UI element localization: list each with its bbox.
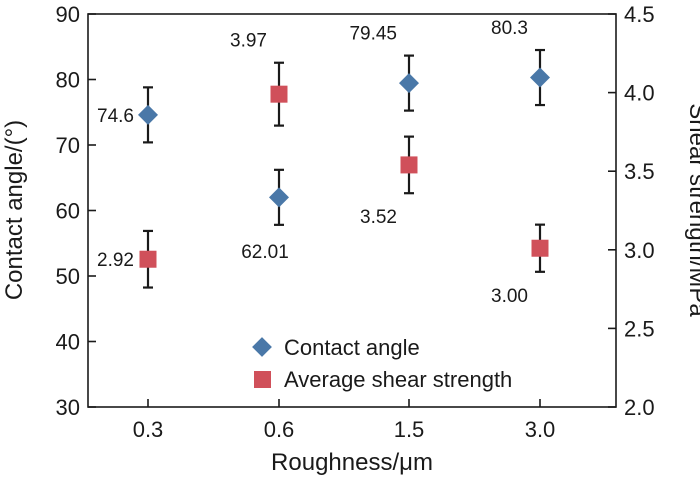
contact-angle-point [530, 67, 550, 88]
y-left-tick-label: 70 [56, 133, 80, 158]
data-label: 3.52 [360, 207, 397, 228]
y-right-tick-label: 3.5 [624, 159, 655, 184]
data-label: 62.01 [241, 242, 289, 263]
y-right-tick-label: 4.5 [624, 2, 655, 27]
data-label: 79.45 [349, 24, 397, 45]
contact-angle-point [269, 187, 289, 208]
data-label: 2.92 [97, 250, 134, 271]
legend-marker-contact-angle [252, 337, 272, 357]
x-tick-label: 0.6 [264, 417, 295, 442]
data-label: 74.6 [97, 106, 134, 127]
shear-strength-point [531, 239, 549, 257]
y-left-tick-label: 60 [56, 199, 80, 224]
y-left-tick-label: 50 [56, 264, 80, 289]
x-tick-label: 1.5 [394, 417, 425, 442]
x-tick-label: 0.3 [133, 417, 164, 442]
y-left-tick-label: 90 [56, 2, 80, 27]
y-left-tick-label: 80 [56, 68, 80, 93]
data-label: 3.97 [230, 31, 267, 52]
y-left-tick-label: 40 [56, 330, 80, 355]
y-left-tick-label: 30 [56, 395, 80, 420]
axis-ticks: 30 40 50 60 70 80 90 2.0 2.5 3.0 3.5 4.0 4.5 0.3 0.6 1.… [56, 2, 655, 442]
legend-label-contact-angle: Contact angle [284, 335, 420, 360]
x-axis-title: Roughness/μm [271, 449, 433, 476]
data-label: 80.3 [491, 18, 528, 39]
shear-strength-point [139, 250, 157, 268]
data-markers [138, 67, 550, 268]
shear-strength-point [270, 85, 288, 103]
error-bars [143, 48, 545, 289]
legend: Contact angle Average shear strength [252, 335, 512, 392]
legend-marker-shear-strength [254, 371, 271, 388]
y-left-axis-title: Contact angle/(°) [1, 120, 28, 300]
contact-angle-point [138, 104, 158, 125]
contact-angle-point [399, 73, 419, 94]
shear-strength-point [400, 156, 418, 174]
data-label: 3.00 [491, 286, 528, 307]
y-right-tick-label: 2.0 [624, 395, 655, 420]
y-right-tick-label: 4.0 [624, 81, 655, 106]
data-labels: 74.6 62.01 79.45 80.3 2.92 3.97 3.52 3.00 [97, 18, 528, 307]
y-right-tick-label: 2.5 [624, 316, 655, 341]
y-right-tick-label: 3.0 [624, 238, 655, 263]
legend-label-shear-strength: Average shear strength [284, 367, 512, 392]
x-tick-label: 3.0 [525, 417, 556, 442]
y-right-axis-title: Shear strength/MPa [684, 103, 700, 317]
